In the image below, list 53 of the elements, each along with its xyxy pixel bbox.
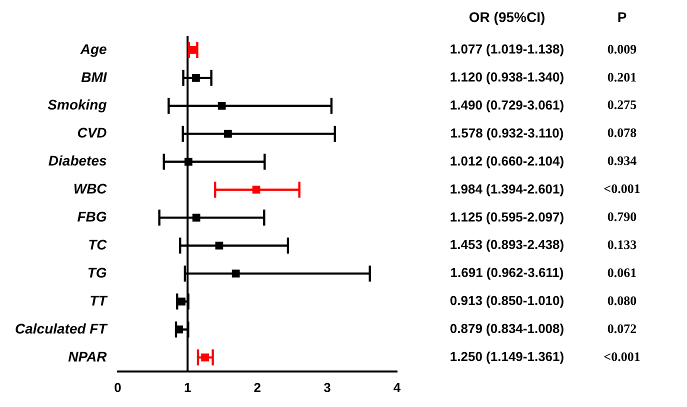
- x-tick-label: 1: [184, 380, 192, 395]
- point: [184, 158, 192, 166]
- y-tick-label: BMI: [81, 68, 108, 85]
- text: 0.061: [607, 264, 637, 280]
- y-tick-label: Calculated FT: [14, 320, 108, 336]
- x-tick-label: 3: [324, 380, 331, 395]
- text: 0.201: [607, 69, 637, 84]
- y-tick-label: TG: [87, 264, 107, 280]
- data-label: 1.077 (1.019-1.138): [450, 42, 564, 57]
- point: [192, 74, 200, 82]
- text: 0.072: [607, 320, 637, 336]
- text: 0.133: [607, 236, 638, 252]
- text: <0.001: [604, 181, 640, 196]
- point: [192, 214, 200, 222]
- text: 0.934: [607, 153, 638, 168]
- text: 0.078: [607, 125, 638, 140]
- y-tick-label: Diabetes: [48, 152, 108, 169]
- x-tick-label: 2: [254, 380, 262, 395]
- data-label: 0.913 (0.850-1.010): [450, 293, 564, 308]
- point: [224, 130, 232, 138]
- x-tick-label: 4: [393, 380, 402, 395]
- data-label: 1.490 (0.729-3.061): [450, 97, 564, 112]
- text: P: [617, 8, 627, 25]
- y-tick-label: FBG: [77, 208, 107, 225]
- x-tick-label: 0: [114, 380, 122, 395]
- point: [252, 186, 260, 194]
- data-label: 1.012 (0.660-2.104): [450, 153, 564, 168]
- y-tick-label: TT: [90, 292, 108, 308]
- data-label: 1.250 (1.149-1.361): [450, 349, 564, 364]
- y-tick-label: TC: [88, 236, 108, 252]
- point: [218, 102, 226, 110]
- data-label: 1.691 (0.962-3.611): [450, 265, 564, 280]
- point: [215, 242, 224, 250]
- y-tick-label: WBC: [73, 180, 108, 197]
- y-tick-label: CVD: [77, 124, 107, 141]
- point: [232, 270, 240, 278]
- y-tick-label: NPAR: [68, 348, 108, 364]
- text: 0.080: [607, 292, 637, 308]
- data-label: 0.879 (0.834-1.008): [450, 321, 564, 336]
- text: 0.009: [607, 41, 638, 56]
- data-label: 1.453 (0.893-2.438): [450, 237, 564, 252]
- text: <0.001: [604, 348, 640, 364]
- data-label: 1.578 (0.932-3.110): [450, 125, 564, 140]
- point: [189, 46, 197, 54]
- data-label: 1.984 (1.394-2.601): [450, 181, 564, 196]
- data-label: 1.125 (0.595-2.097): [450, 209, 564, 224]
- data-label: 1.120 (0.938-1.340): [450, 70, 564, 85]
- y-tick-label: Age: [79, 40, 107, 57]
- text: 0.275: [607, 97, 638, 112]
- y-tick-label: Smoking: [48, 96, 108, 113]
- point: [178, 298, 186, 306]
- text: 0.790: [607, 209, 637, 224]
- text: OR (95%CI): [468, 8, 546, 25]
